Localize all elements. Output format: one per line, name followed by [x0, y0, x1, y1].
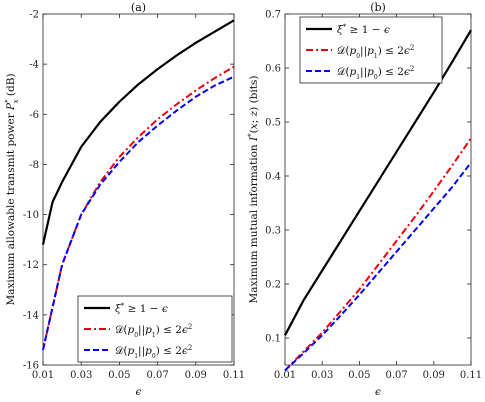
legend-label: ξ* ≥ 1 − ϵ	[115, 302, 168, 315]
x-tick-label: 0.01	[274, 370, 296, 381]
y-tick-label: 0.6	[265, 64, 281, 75]
panel-a: 0.01 0.03 0.05 0.07 0.09 0.11 -16 -14 -12 -10 -8 -6…	[4, 1, 245, 398]
y-tick-label: -10	[23, 210, 39, 221]
x-tick-label: 0.03	[70, 370, 92, 381]
axes-box	[284, 13, 472, 366]
legend: ξ* ≥ 1 − ϵ 𝒟(p0||p1) ≤ 2ϵ2 𝒟(p1||p0) ≤ 2ϵ2	[77, 295, 233, 363]
x-axis-label: ϵ	[375, 386, 381, 398]
series-line-2	[284, 137, 472, 372]
x-axis-label: ϵ	[136, 386, 142, 398]
series-line-2	[42, 65, 235, 351]
panel-b: 0.01 0.03 0.05 0.07 0.09 0.11 0.1 0.2 0.3 0.4 0.5 0…	[247, 1, 482, 398]
x-tick-label: 0.09	[423, 370, 445, 381]
y-tick-label: -8	[29, 160, 39, 171]
y-tick-label: -4	[29, 60, 39, 71]
x-tick-label: 0.07	[385, 370, 407, 381]
series-line-3	[284, 161, 472, 372]
chart-title: (b)	[370, 1, 386, 14]
x-tick-label: 0.09	[185, 370, 207, 381]
x-tick-label: 0.07	[146, 370, 168, 381]
y-tick-label: 0.7	[265, 10, 281, 21]
legend-label: 𝒟(p0||p1) ≤ 2ϵ2	[115, 323, 192, 339]
y-tick-label: 0.2	[265, 280, 281, 291]
series-line-1	[41, 19, 235, 245]
y-tick-label: 0.1	[265, 334, 281, 345]
y-tick-label: -2	[29, 10, 39, 21]
y-tick-label: -16	[23, 361, 39, 372]
legend-label: ξ* ≥ 1 − ϵ	[337, 23, 390, 36]
series-line-3	[42, 75, 235, 351]
legend-label: 𝒟(p1||p0) ≤ 2ϵ2	[337, 65, 414, 81]
y-tick-label: 0.3	[265, 226, 281, 237]
legend-label: 𝒟(p0||p1) ≤ 2ϵ2	[337, 44, 414, 60]
x-tick-label: 0.11	[460, 370, 482, 381]
legend-label: 𝒟(p1||p0) ≤ 2ϵ2	[115, 344, 192, 360]
y-tick-label: -6	[29, 110, 39, 121]
x-tick-label: 0.05	[348, 370, 370, 381]
chart-title: (a)	[131, 1, 146, 14]
x-tick-label: 0.11	[223, 370, 245, 381]
legend: ξ* ≥ 1 − ϵ 𝒟(p0||p1) ≤ 2ϵ2 𝒟(p1||p0) ≤ 2ϵ2	[299, 16, 443, 84]
x-tick-label: 0.01	[32, 370, 54, 381]
y-axis-label: Maximum mutual information I*(x; z) (bit…	[247, 76, 260, 304]
y-tick-label: 0.5	[265, 118, 281, 129]
y-tick-label: -12	[23, 260, 39, 271]
y-tick-label: -14	[23, 310, 39, 321]
y-axis-label: Maximum allowable transmit power P*x (dB…	[4, 73, 20, 305]
x-tick-label: 0.05	[108, 370, 130, 381]
y-tick-label: 0.4	[265, 172, 281, 183]
x-tick-label: 0.03	[311, 370, 333, 381]
axes-box	[42, 13, 235, 366]
